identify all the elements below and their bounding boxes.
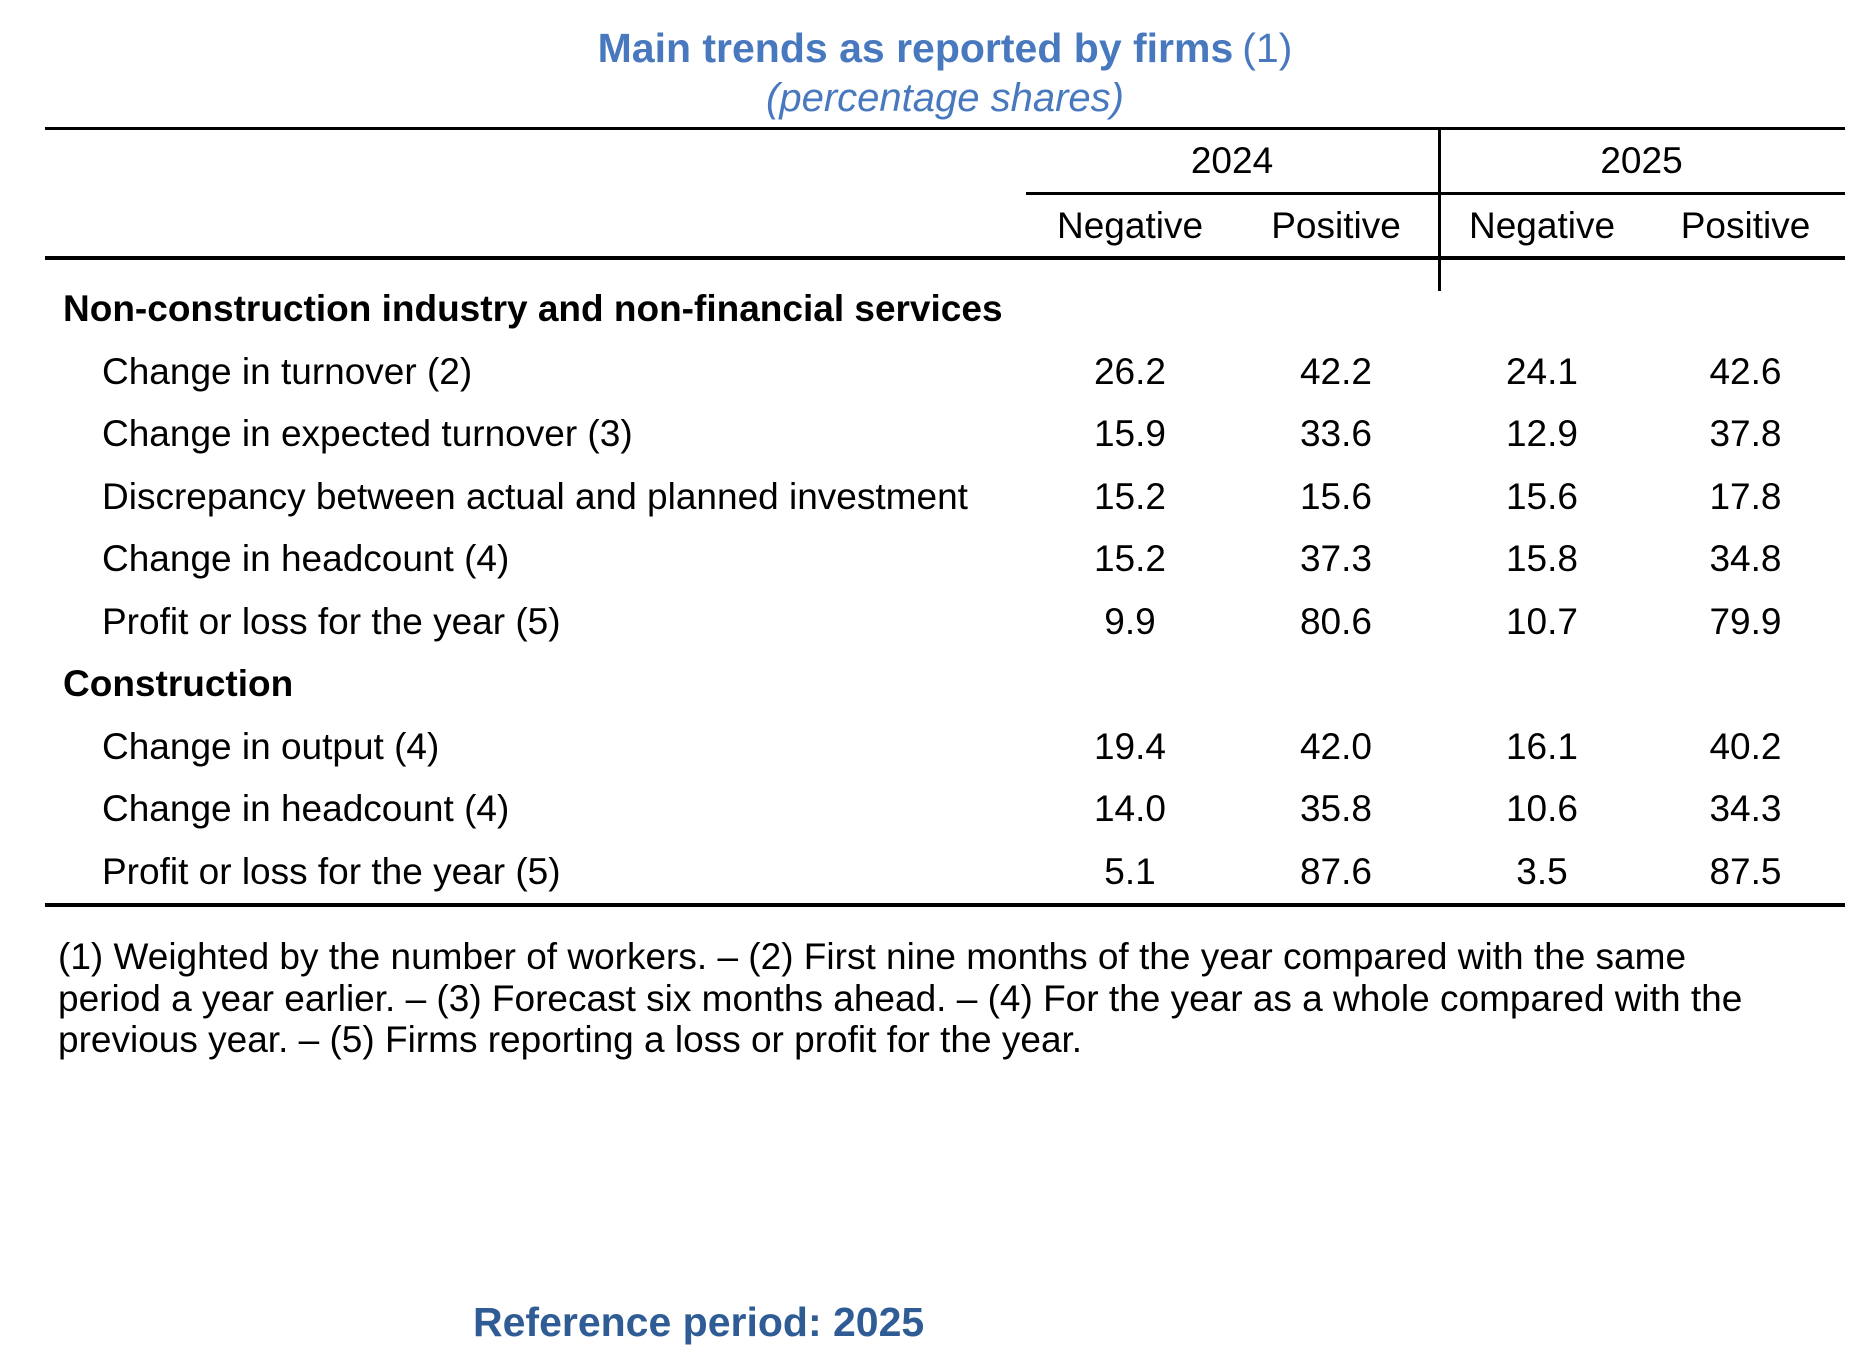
table-subtitle: (percentage shares): [766, 76, 1124, 120]
cell-value: 12.9: [1505, 413, 1578, 455]
cell-value: 79.9: [1709, 600, 1782, 642]
cell-value: 5.1: [1104, 850, 1156, 892]
cell-value: 34.8: [1709, 538, 1782, 580]
cell-value: 87.6: [1299, 850, 1372, 892]
table-row: Change in expected turnover (3) 15.9 33.…: [45, 403, 1845, 466]
column-header-negative-2024: Negative: [1056, 204, 1204, 246]
cell-value: 15.8: [1505, 538, 1578, 580]
table-title-text: Main trends as reported by firms: [597, 25, 1234, 71]
table-row: Profit or loss for the year (5) 5.1 87.6…: [45, 841, 1845, 904]
cell-value: 42.6: [1709, 350, 1782, 392]
column-header-positive-2024: Positive: [1271, 204, 1401, 246]
row-label: Discrepancy between actual and planned i…: [102, 475, 968, 517]
cell-value: 42.2: [1299, 350, 1372, 392]
column-header-positive-2025: Positive: [1680, 204, 1811, 246]
year-header-2024: 2024: [1190, 140, 1274, 181]
cell-value: 87.5: [1709, 850, 1782, 892]
section-header-label: Non-construction industry and non-financ…: [63, 288, 1003, 329]
section-header-label: Construction: [63, 663, 294, 704]
cell-value: 37.8: [1709, 413, 1782, 455]
row-label: Profit or loss for the year (5): [102, 850, 561, 892]
row-label: Change in expected turnover (3): [102, 413, 633, 455]
cell-value: 34.3: [1709, 788, 1782, 830]
cell-value: 14.0: [1093, 788, 1166, 830]
section-header-row: Construction: [45, 653, 1845, 716]
table-row: Discrepancy between actual and planned i…: [45, 466, 1845, 529]
data-table: 2024 2025 Negative Positive Negative Pos…: [45, 127, 1845, 907]
cell-value: 15.9: [1093, 413, 1166, 455]
row-label: Change in headcount (4): [102, 788, 510, 830]
footnote-line: (1) Weighted by the number of workers. –…: [58, 936, 1687, 977]
column-header-row: Negative Positive Negative Positive: [45, 195, 1845, 256]
table-body: Non-construction industry and non-financ…: [45, 260, 1845, 903]
table-title-note-ref: (1): [1242, 25, 1293, 71]
cell-value: 37.3: [1299, 538, 1372, 580]
footnote-line: period a year earlier. – (3) Forecast si…: [58, 977, 1743, 1019]
year-group-divider-line: [1438, 127, 1441, 291]
year-header-2025: 2025: [1600, 140, 1683, 181]
cell-value: 10.7: [1505, 600, 1578, 642]
cell-value: 15.2: [1093, 475, 1166, 517]
cell-value: 26.2: [1093, 350, 1166, 392]
row-label: Change in output (4): [102, 725, 440, 767]
table-row: Change in headcount (4) 14.0 35.8 10.6 3…: [45, 778, 1845, 841]
cell-value: 80.6: [1299, 600, 1372, 642]
table-title: Main trends as reported by firms (1): [45, 24, 1845, 73]
year-underline-rule: [1026, 192, 1845, 195]
cell-value: 19.4: [1093, 725, 1166, 767]
row-label: Change in headcount (4): [102, 538, 510, 580]
table-row: Profit or loss for the year (5) 9.9 80.6…: [45, 591, 1845, 654]
year-header-row: 2024 2025: [45, 130, 1845, 192]
cell-value: 15.6: [1505, 475, 1578, 517]
cell-value: 17.8: [1709, 475, 1782, 517]
cell-value: 35.8: [1299, 788, 1372, 830]
row-label: Change in turnover (2): [102, 350, 473, 392]
cell-value: 9.9: [1104, 600, 1156, 642]
cell-value: 42.0: [1299, 725, 1372, 767]
table-row: Change in turnover (2) 26.2 42.2 24.1 42…: [45, 341, 1845, 404]
table-row: Change in output (4) 19.4 42.0 16.1 40.2: [45, 716, 1845, 779]
cell-value: 24.1: [1505, 350, 1578, 392]
footnote-line: previous year. – (5) Firms reporting a l…: [58, 1019, 1083, 1060]
table-top-rule: [45, 127, 1845, 130]
table-row: Change in headcount (4) 15.2 37.3 15.8 3…: [45, 528, 1845, 591]
cell-value: 33.6: [1299, 413, 1372, 455]
cell-value: 15.6: [1299, 475, 1372, 517]
header-bottom-rule: [45, 256, 1845, 260]
footnotes: (1) Weighted by the number of workers. –…: [58, 936, 1742, 1061]
table-bottom-rule: [45, 903, 1845, 907]
cell-value: 40.2: [1709, 725, 1782, 767]
cell-value: 3.5: [1516, 850, 1568, 892]
reference-period-label: Reference period: 2025: [473, 1299, 925, 1345]
row-label: Profit or loss for the year (5): [102, 600, 561, 642]
cell-value: 15.2: [1093, 538, 1166, 580]
column-header-negative-2025: Negative: [1468, 204, 1616, 246]
cell-value: 16.1: [1505, 725, 1578, 767]
cell-value: 10.6: [1505, 788, 1578, 830]
section-header-row: Non-construction industry and non-financ…: [45, 278, 1845, 341]
